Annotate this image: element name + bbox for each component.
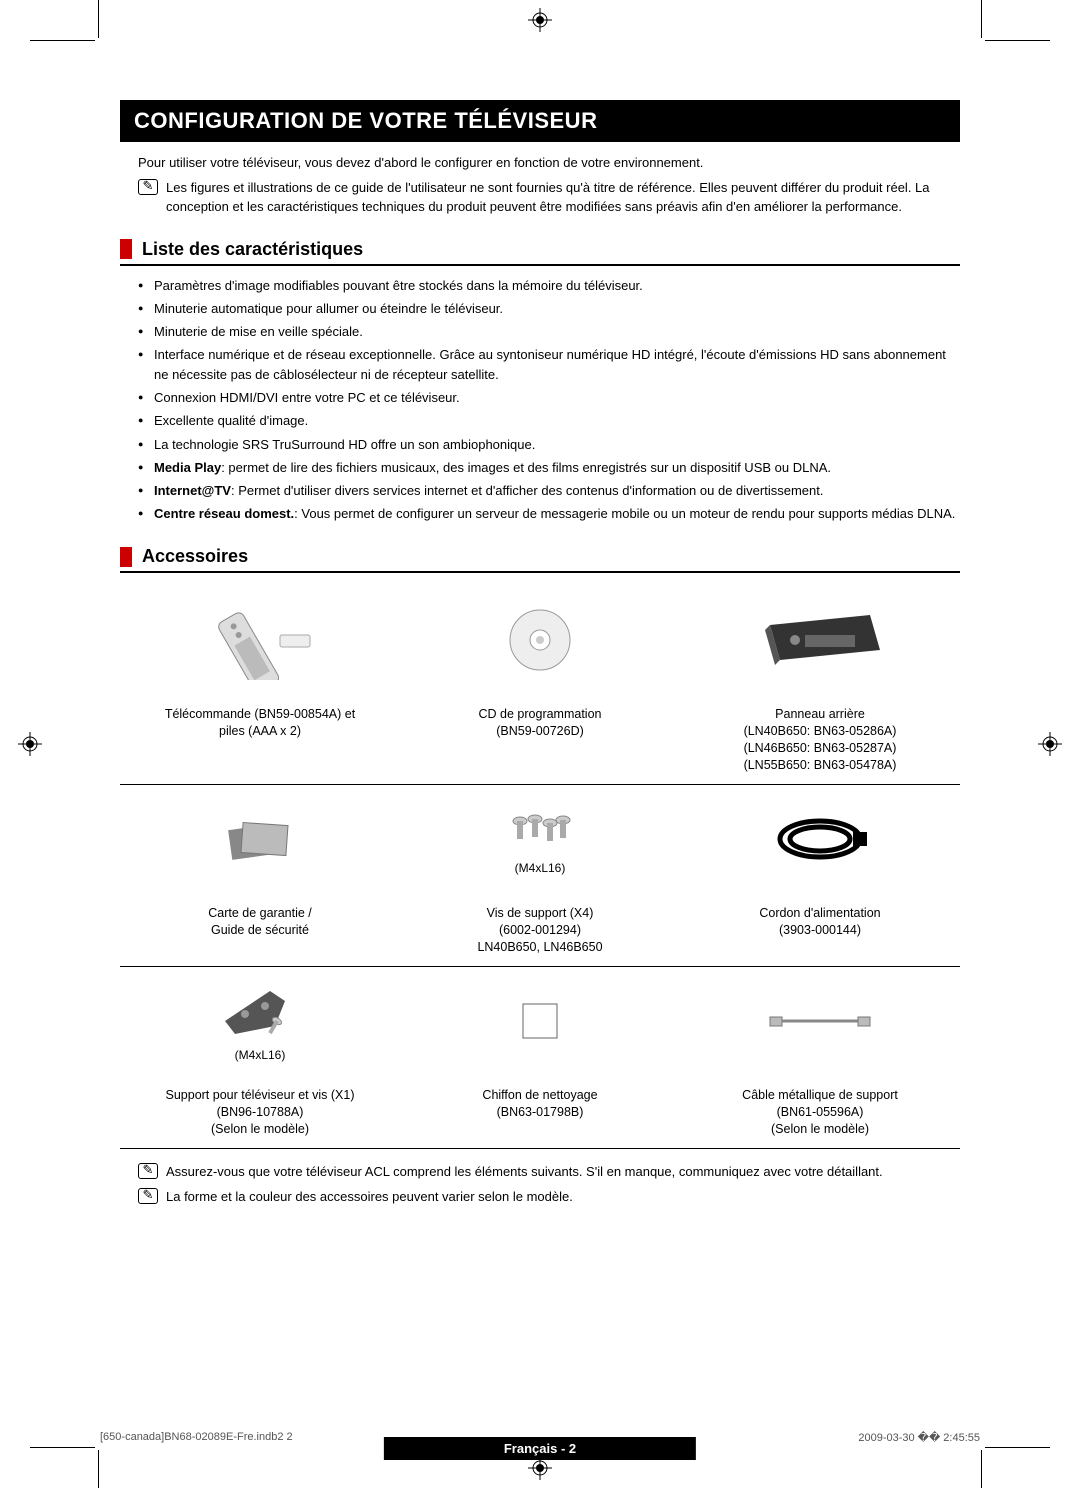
panel-icon xyxy=(750,605,890,675)
list-item: Excellente qualité d'image. xyxy=(120,411,960,431)
registration-mark-icon xyxy=(18,732,42,756)
table-row xyxy=(120,585,960,700)
accessory-label: Panneau arrière(LN40B650: BN63-05286A)(L… xyxy=(680,700,960,784)
table-row: (M4xL16) xyxy=(120,784,960,899)
remote-icon xyxy=(195,600,325,680)
accessory-label: Carte de garantie /Guide de sécurité xyxy=(120,899,400,966)
intro-block: Pour utiliser votre téléviseur, vous dev… xyxy=(120,154,960,217)
list-item: Connexion HDMI/DVI entre votre PC et ce … xyxy=(120,388,960,408)
page-content: CONFIGURATION DE VOTRE TÉLÉVISEUR Pour u… xyxy=(120,100,960,1388)
accessory-image-cell xyxy=(400,966,680,1081)
accessory-image-cell xyxy=(680,784,960,899)
image-sub-label: (M4xL16) xyxy=(120,1048,400,1062)
crop-mark xyxy=(30,40,95,41)
crop-mark xyxy=(985,1447,1050,1448)
section-header-features: Liste des caractéristiques xyxy=(120,239,960,266)
accessory-label: Télécommande (BN59-00854A) etpiles (AAA … xyxy=(120,700,400,784)
cd-icon xyxy=(505,605,575,675)
accessory-label: Chiffon de nettoyage(BN63-01798B) xyxy=(400,1081,680,1148)
accessory-image-cell: (M4xL16) xyxy=(120,966,400,1081)
footer-notes: ✎ Assurez-vous que votre téléviseur ACL … xyxy=(120,1163,960,1207)
note-icon: ✎ xyxy=(138,1163,158,1179)
accessory-image-cell: (M4xL16) xyxy=(400,784,680,899)
list-item: Internet@TV: Permet d'utiliser divers se… xyxy=(120,481,960,501)
section-title: Liste des caractéristiques xyxy=(142,239,363,260)
accessory-label: Câble métallique de support(BN61-05596A)… xyxy=(680,1081,960,1148)
power-cord-icon xyxy=(765,814,875,864)
intro-text: Pour utiliser votre téléviseur, vous dev… xyxy=(138,154,960,173)
crop-mark xyxy=(981,1450,982,1488)
list-item: Centre réseau domest.: Vous permet de co… xyxy=(120,504,960,524)
intro-note: Les figures et illustrations de ce guide… xyxy=(166,179,960,217)
accessory-image-cell xyxy=(120,784,400,899)
list-item: Interface numérique et de réseau excepti… xyxy=(120,345,960,385)
crop-mark xyxy=(98,0,99,38)
image-sub-label: (M4xL16) xyxy=(400,861,680,875)
accessory-image-cell xyxy=(120,585,400,700)
list-item: Paramètres d'image modifiables pouvant ê… xyxy=(120,276,960,296)
table-row: Carte de garantie /Guide de sécurité Vis… xyxy=(120,899,960,966)
accessory-image-cell xyxy=(400,585,680,700)
feature-list: Paramètres d'image modifiables pouvant ê… xyxy=(120,276,960,525)
section-header-accessories: Accessoires xyxy=(120,546,960,573)
accessory-label: CD de programmation(BN59-00726D) xyxy=(400,700,680,784)
note-icon: ✎ xyxy=(138,179,158,195)
page-title: CONFIGURATION DE VOTRE TÉLÉVISEUR xyxy=(120,100,960,142)
section-marker-icon xyxy=(120,239,132,259)
list-item: Media Play: permet de lire des fichiers … xyxy=(120,458,960,478)
accessory-label: Cordon d'alimentation(3903-000144) xyxy=(680,899,960,966)
table-row: Support pour téléviseur et vis (X1)(BN96… xyxy=(120,1081,960,1148)
accessories-table: Télécommande (BN59-00854A) etpiles (AAA … xyxy=(120,585,960,1149)
registration-mark-icon xyxy=(1038,732,1062,756)
cable-icon xyxy=(765,1009,875,1034)
registration-mark-icon xyxy=(528,8,552,32)
crop-mark xyxy=(30,1447,95,1448)
footer-note-text: Assurez-vous que votre téléviseur ACL co… xyxy=(166,1163,960,1182)
accessory-label: Vis de support (X4)(6002-001294)LN40B650… xyxy=(400,899,680,966)
accessory-image-cell xyxy=(680,966,960,1081)
list-item: Minuterie de mise en veille spéciale. xyxy=(120,322,960,342)
screws-icon xyxy=(505,809,575,854)
table-row: Télécommande (BN59-00854A) etpiles (AAA … xyxy=(120,700,960,784)
crop-mark xyxy=(98,1450,99,1488)
crop-mark xyxy=(985,40,1050,41)
crop-mark xyxy=(981,0,982,38)
list-item: Minuterie automatique pour allumer ou ét… xyxy=(120,299,960,319)
section-marker-icon xyxy=(120,547,132,567)
accessory-image-cell xyxy=(680,585,960,700)
list-item: La technologie SRS TruSurround HD offre … xyxy=(120,435,960,455)
table-row: (M4xL16) xyxy=(120,966,960,1081)
document-footer: [650-canada]BN68-02089E-Fre.indb2 2 2009… xyxy=(100,1431,980,1444)
accessory-label: Support pour téléviseur et vis (X1)(BN96… xyxy=(120,1081,400,1148)
section-title: Accessoires xyxy=(142,546,248,567)
cards-icon xyxy=(220,812,300,867)
doc-footer-right: 2009-03-30 �� 2:45:55 xyxy=(858,1431,980,1444)
cloth-icon xyxy=(515,996,565,1046)
footer-note-text: La forme et la couleur des accessoires p… xyxy=(166,1188,960,1207)
doc-footer-left: [650-canada]BN68-02089E-Fre.indb2 2 xyxy=(100,1431,293,1444)
note-icon: ✎ xyxy=(138,1188,158,1204)
stand-icon xyxy=(215,986,305,1041)
